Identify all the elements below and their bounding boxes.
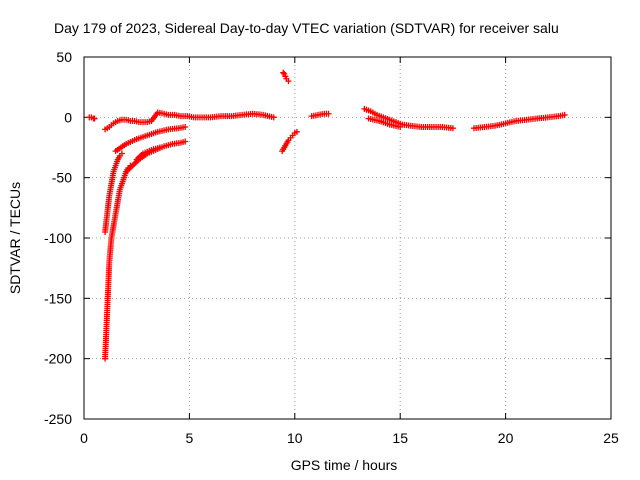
x-axis-label: GPS time / hours: [291, 457, 398, 473]
x-tick-label: 25: [603, 430, 619, 446]
axis-ticks: 0 5 10 15 20 25 -250 -200 -150 -100 -50 0 50: [44, 49, 619, 446]
data-markers: [86, 69, 568, 362]
y-tick-label: 50: [56, 49, 72, 65]
y-tick-label: -50: [52, 170, 72, 186]
data-point: [280, 69, 287, 76]
data-point: [182, 138, 189, 145]
x-tick-label: 5: [186, 430, 194, 446]
x-tick-label: 10: [287, 430, 303, 446]
data-point: [91, 115, 98, 122]
x-tick-label: 0: [80, 430, 88, 446]
y-axis-label: SDTVAR / TECUs: [7, 182, 23, 294]
data-point: [182, 123, 189, 130]
y-tick-label: 0: [64, 109, 72, 125]
data-point: [118, 150, 125, 157]
data-point: [561, 111, 568, 118]
y-tick-label: -250: [44, 411, 72, 427]
data-point: [397, 123, 404, 130]
data-point: [449, 125, 456, 132]
data-point: [156, 144, 163, 151]
data-point: [293, 128, 300, 135]
data-point: [270, 114, 277, 121]
y-tick-label: -200: [44, 351, 72, 367]
y-tick-label: -150: [44, 290, 72, 306]
data-point: [325, 110, 332, 117]
x-tick-label: 20: [498, 430, 514, 446]
data-point: [285, 78, 292, 85]
grid: [84, 57, 611, 419]
x-tick-label: 15: [392, 430, 408, 446]
plot-frame: [83, 56, 612, 420]
y-tick-label: -100: [44, 230, 72, 246]
chart-title: Day 179 of 2023, Sidereal Day-to-day VTE…: [54, 20, 559, 36]
